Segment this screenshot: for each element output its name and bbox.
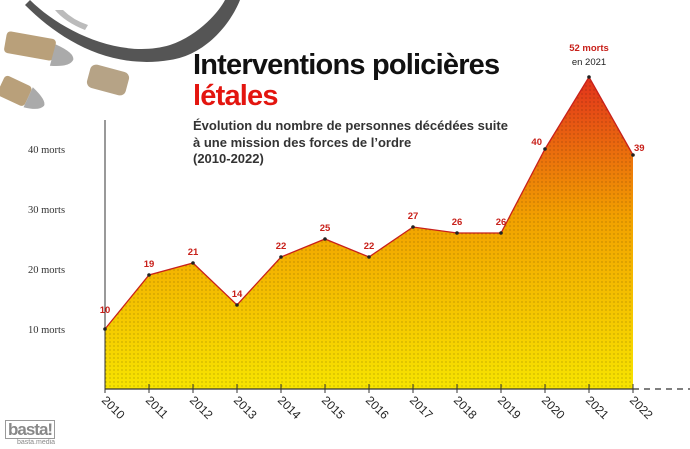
logo-tagline: basta.media xyxy=(16,439,56,446)
data-label: 19 xyxy=(144,259,155,270)
data-label: 39 xyxy=(634,143,645,154)
data-label: 25 xyxy=(320,223,331,234)
subtitle-line-3: (2010-2022) xyxy=(193,151,264,166)
x-tick-label: 2010 xyxy=(99,393,128,422)
data-point xyxy=(499,231,503,235)
x-tick-label: 2019 xyxy=(495,393,524,422)
data-label: 10 xyxy=(100,305,111,316)
data-label: 27 xyxy=(408,211,419,222)
data-point xyxy=(103,327,107,331)
data-point xyxy=(147,273,151,277)
basta-logo: basta! basta.media xyxy=(5,420,56,446)
data-label: 26 xyxy=(496,217,507,228)
x-tick-label: 2015 xyxy=(319,393,348,422)
x-tick-label: 2020 xyxy=(539,393,568,422)
data-label: 26 xyxy=(452,217,463,228)
data-label: 40 xyxy=(531,137,542,148)
y-tick-label: 10 morts xyxy=(28,325,65,336)
data-label: 22 xyxy=(276,241,287,252)
y-tick-label: 40 morts xyxy=(28,145,65,156)
data-point xyxy=(543,147,547,151)
data-label: 21 xyxy=(188,247,199,258)
chart-title: Interventions policières létales xyxy=(193,49,500,112)
subtitle-line-1: Évolution du nombre de personnes décédée… xyxy=(193,118,508,133)
x-tick-label: 2016 xyxy=(363,393,392,422)
x-tick-label: 2014 xyxy=(275,393,304,422)
bullets-decoration xyxy=(0,0,240,109)
area-dot-texture xyxy=(105,77,633,389)
title-line-2: létales xyxy=(193,80,278,112)
annotation-en-2021: en 2021 xyxy=(572,57,606,68)
data-point xyxy=(279,255,283,259)
data-label: 22 xyxy=(364,241,375,252)
data-point xyxy=(455,231,459,235)
data-point xyxy=(235,303,239,307)
x-tick-label: 2021 xyxy=(583,393,612,422)
data-label: 52 morts xyxy=(569,43,609,54)
data-label: 14 xyxy=(232,289,243,300)
title-line-1: Interventions policières xyxy=(193,49,500,81)
x-tick-label: 2011 xyxy=(143,393,171,421)
logo-name: basta! xyxy=(5,420,56,439)
data-point xyxy=(631,153,635,157)
x-tick-label: 2017 xyxy=(407,393,436,422)
chart-subtitle: Évolution du nombre de personnes décédée… xyxy=(193,118,508,168)
y-tick-label: 30 morts xyxy=(28,205,65,216)
subtitle-line-2: à une mission des forces de l’ordre xyxy=(193,134,412,150)
data-point xyxy=(191,261,195,265)
data-point xyxy=(411,225,415,229)
x-tick-label: 2012 xyxy=(187,393,216,422)
x-tick-label: 2022 xyxy=(627,393,656,422)
x-tick-label: 2018 xyxy=(451,393,480,422)
data-point xyxy=(323,237,327,241)
y-tick-label: 20 morts xyxy=(28,265,65,276)
data-point xyxy=(587,75,591,79)
data-point xyxy=(367,255,371,259)
x-tick-label: 2013 xyxy=(231,393,260,422)
